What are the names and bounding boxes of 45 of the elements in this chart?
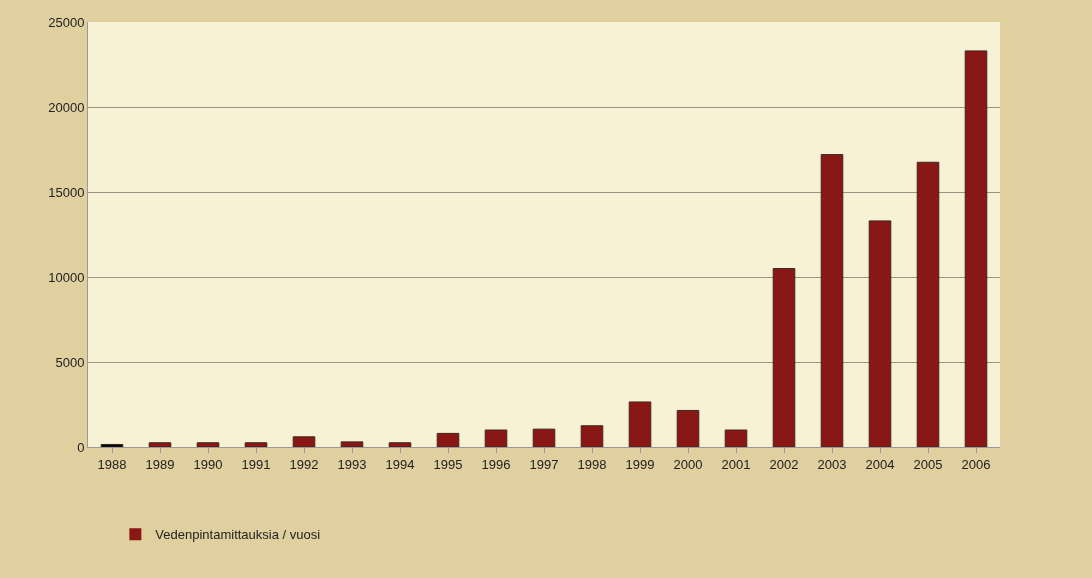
x-tick-label: 2000 bbox=[673, 456, 703, 472]
x-tick-label: 1992 bbox=[289, 456, 319, 472]
bar bbox=[772, 268, 796, 447]
bar bbox=[724, 429, 748, 447]
y-tick-label: 5000 bbox=[55, 354, 85, 370]
bar bbox=[340, 441, 364, 447]
x-tick-label: 2005 bbox=[913, 456, 943, 472]
bar bbox=[580, 425, 604, 447]
bar bbox=[820, 154, 844, 447]
x-tick-label: 2003 bbox=[817, 456, 847, 472]
x-tick-label: 1989 bbox=[145, 456, 175, 472]
bar bbox=[292, 436, 316, 447]
bar bbox=[148, 442, 172, 447]
bar bbox=[244, 442, 268, 447]
x-tick-label: 2006 bbox=[961, 456, 991, 472]
legend-label: Vedenpintamittauksia / vuosi bbox=[155, 527, 321, 543]
x-tick-label: 1993 bbox=[337, 456, 367, 472]
y-tick-label: 0 bbox=[77, 439, 85, 455]
bar bbox=[196, 442, 220, 447]
x-tick-label: 1988 bbox=[97, 456, 127, 472]
bar bbox=[388, 442, 412, 447]
x-tick-label: 1995 bbox=[433, 456, 463, 472]
bar bbox=[676, 409, 700, 447]
bar bbox=[868, 220, 892, 447]
x-tick-label: 2001 bbox=[721, 456, 751, 472]
x-tick-label: 1999 bbox=[625, 456, 655, 472]
bar bbox=[436, 432, 460, 447]
x-tick-label: 1994 bbox=[385, 456, 415, 472]
x-tick-label: 2002 bbox=[769, 456, 799, 472]
y-tick-label: 15000 bbox=[48, 184, 85, 200]
bar bbox=[532, 428, 556, 447]
x-tick-label: 1997 bbox=[529, 456, 559, 472]
x-tick-label: 1991 bbox=[241, 456, 271, 472]
bar bbox=[484, 429, 508, 447]
x-tick-label: 1990 bbox=[193, 456, 223, 472]
x-tick-label: 1998 bbox=[577, 456, 607, 472]
bar bbox=[628, 401, 652, 447]
bar bbox=[100, 443, 124, 447]
y-tick-label: 25000 bbox=[48, 14, 85, 30]
x-tick-label: 2004 bbox=[865, 456, 895, 472]
y-tick-label: 20000 bbox=[48, 99, 85, 115]
x-tick-label: 1996 bbox=[481, 456, 511, 472]
bar bbox=[916, 161, 940, 447]
y-tick-label: 10000 bbox=[48, 269, 85, 285]
bar bbox=[964, 50, 988, 447]
